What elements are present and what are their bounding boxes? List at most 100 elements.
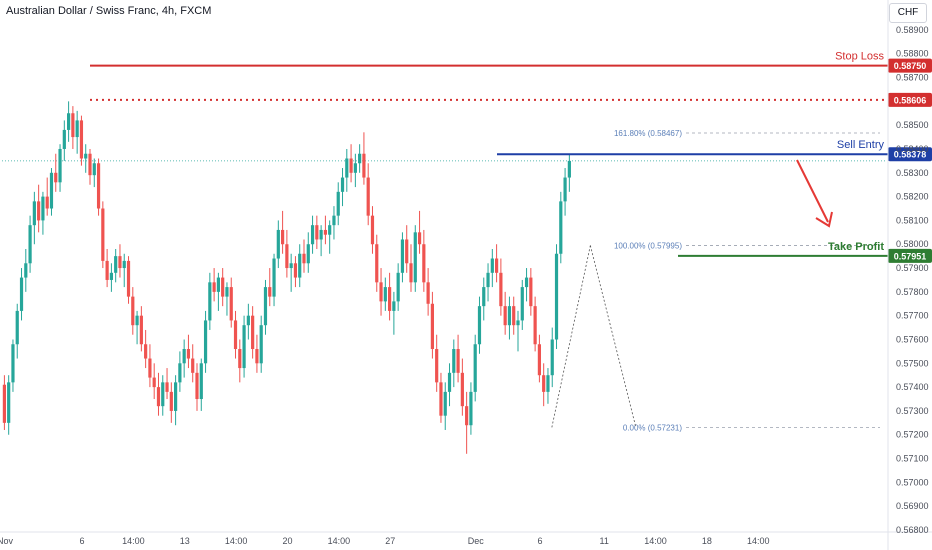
- candle-body[interactable]: [349, 158, 353, 173]
- candle-body[interactable]: [114, 256, 118, 273]
- candle-body[interactable]: [199, 363, 203, 400]
- candle-body[interactable]: [135, 315, 139, 326]
- candle-body[interactable]: [336, 191, 340, 216]
- candle-body[interactable]: [212, 282, 216, 292]
- candle-body[interactable]: [554, 253, 559, 340]
- candle-body[interactable]: [28, 225, 32, 264]
- candle-body[interactable]: [559, 201, 563, 254]
- candle-body[interactable]: [216, 277, 220, 292]
- candle-body[interactable]: [550, 339, 554, 376]
- candle-body[interactable]: [507, 306, 512, 326]
- candle-body[interactable]: [310, 225, 315, 245]
- candle-body[interactable]: [465, 406, 469, 426]
- candle-body[interactable]: [71, 113, 75, 138]
- candle-body[interactable]: [332, 215, 336, 226]
- candle-body[interactable]: [54, 172, 58, 183]
- candle-body[interactable]: [263, 287, 268, 326]
- candle-body[interactable]: [542, 375, 546, 392]
- candle-body[interactable]: [182, 349, 186, 364]
- candle-body[interactable]: [195, 372, 199, 400]
- candle-body[interactable]: [293, 263, 298, 278]
- candle-body[interactable]: [24, 263, 28, 278]
- candle-body[interactable]: [203, 320, 208, 364]
- candle-body[interactable]: [358, 153, 362, 164]
- candle-body[interactable]: [88, 153, 92, 176]
- candle-body[interactable]: [443, 391, 447, 416]
- candle-body[interactable]: [328, 225, 332, 235]
- candle-body[interactable]: [319, 229, 323, 240]
- candle-body[interactable]: [495, 258, 499, 273]
- candle-body[interactable]: [520, 287, 524, 321]
- candle-body[interactable]: [208, 282, 212, 321]
- candle-body[interactable]: [101, 208, 105, 261]
- candle-body[interactable]: [409, 263, 413, 283]
- candle-body[interactable]: [92, 163, 96, 176]
- candle-body[interactable]: [430, 303, 434, 350]
- candle-body[interactable]: [139, 315, 143, 345]
- candle-body[interactable]: [131, 296, 135, 326]
- candle-body[interactable]: [62, 129, 66, 149]
- candle-body[interactable]: [375, 244, 379, 283]
- candle-body[interactable]: [178, 363, 182, 383]
- candle-body[interactable]: [221, 277, 225, 297]
- candle-body[interactable]: [563, 177, 567, 202]
- candle-body[interactable]: [392, 301, 396, 311]
- candle-body[interactable]: [251, 315, 255, 350]
- candle-body[interactable]: [238, 349, 242, 369]
- candle-body[interactable]: [156, 387, 161, 407]
- candle-body[interactable]: [84, 153, 88, 159]
- candle-body[interactable]: [49, 172, 54, 209]
- candle-body[interactable]: [426, 282, 430, 304]
- candle-body[interactable]: [148, 358, 152, 378]
- candle-body[interactable]: [186, 349, 191, 359]
- candle-body[interactable]: [315, 225, 319, 240]
- candle-body[interactable]: [388, 287, 392, 311]
- candle-body[interactable]: [233, 320, 238, 350]
- candle-body[interactable]: [79, 120, 84, 159]
- candle-body[interactable]: [499, 272, 503, 307]
- candle-body[interactable]: [161, 382, 165, 407]
- candle-body[interactable]: [366, 177, 370, 216]
- candle-body[interactable]: [537, 344, 541, 376]
- candle-body[interactable]: [452, 349, 456, 373]
- candle-body[interactable]: [255, 349, 259, 364]
- candle-body[interactable]: [413, 232, 417, 283]
- candle-body[interactable]: [15, 310, 19, 345]
- candle-body[interactable]: [546, 375, 550, 392]
- candle-body[interactable]: [259, 325, 263, 364]
- candle-body[interactable]: [144, 344, 148, 359]
- candle-body[interactable]: [225, 287, 229, 297]
- candle-body[interactable]: [353, 163, 357, 173]
- candle-body[interactable]: [323, 229, 327, 235]
- candle-body[interactable]: [109, 272, 113, 280]
- candle-body[interactable]: [362, 153, 366, 178]
- candle-body[interactable]: [533, 306, 537, 345]
- candle-body[interactable]: [191, 358, 195, 373]
- candle-body[interactable]: [37, 201, 41, 221]
- candle-body[interactable]: [490, 258, 494, 273]
- candle-body[interactable]: [422, 244, 426, 283]
- candle-body[interactable]: [456, 349, 460, 373]
- candle-body[interactable]: [400, 239, 405, 273]
- candle-body[interactable]: [447, 372, 452, 392]
- candle-body[interactable]: [503, 306, 507, 326]
- candle-body[interactable]: [152, 377, 156, 388]
- candle-body[interactable]: [524, 277, 529, 288]
- candle-body[interactable]: [165, 382, 169, 392]
- candle-body[interactable]: [281, 229, 285, 245]
- candle-body[interactable]: [276, 229, 280, 259]
- candle-body[interactable]: [246, 315, 250, 326]
- candle-body[interactable]: [477, 306, 482, 345]
- candle-body[interactable]: [516, 320, 520, 326]
- candle-body[interactable]: [169, 391, 173, 411]
- candle-body[interactable]: [105, 260, 109, 280]
- candle-body[interactable]: [482, 287, 486, 307]
- candle-body[interactable]: [345, 158, 349, 178]
- candle-body[interactable]: [370, 215, 375, 245]
- candle-body[interactable]: [45, 196, 49, 209]
- candle-body[interactable]: [529, 277, 533, 307]
- candle-body[interactable]: [512, 306, 516, 326]
- candle-body[interactable]: [2, 384, 6, 423]
- candle-body[interactable]: [298, 253, 302, 278]
- candle-body[interactable]: [75, 120, 79, 138]
